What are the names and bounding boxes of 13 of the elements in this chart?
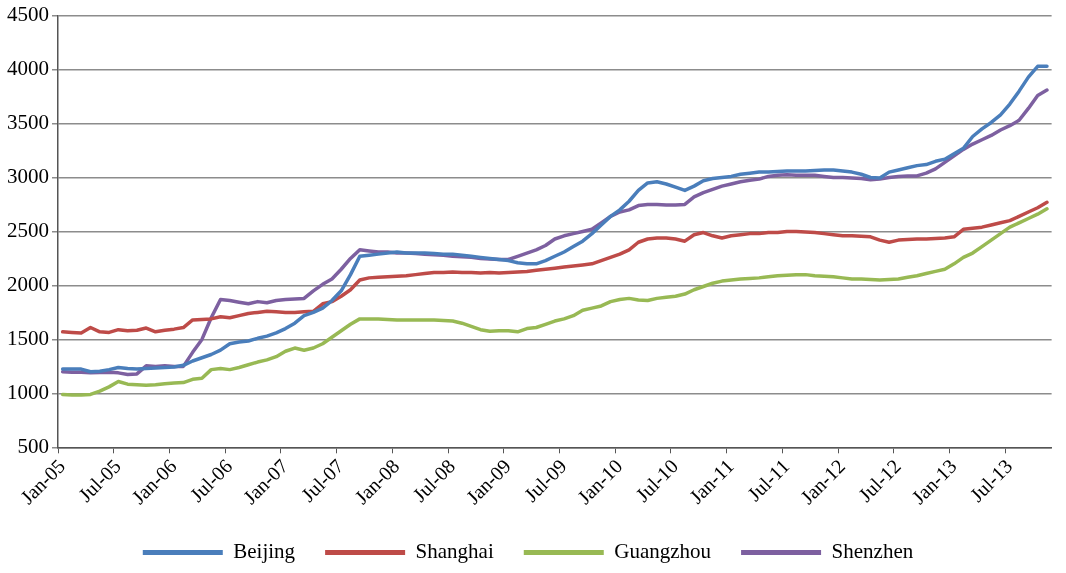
y-tick-label: 4500	[7, 2, 49, 27]
legend-label: Shenzhen	[831, 539, 914, 564]
y-tick-label: 3500	[7, 110, 49, 135]
legend-label: Beijing	[233, 539, 296, 564]
y-tick-label: 2000	[7, 271, 49, 296]
legend-label: Guangzhou	[614, 539, 712, 564]
y-tick-label: 2500	[7, 217, 49, 242]
y-tick-label: 500	[17, 433, 49, 458]
y-tick-label: 4000	[7, 56, 49, 81]
y-tick-label: 3000	[7, 164, 49, 189]
legend-label: Shanghai	[415, 539, 494, 564]
y-tick-label: 1500	[7, 325, 49, 350]
y-tick-label: 1000	[7, 379, 49, 404]
